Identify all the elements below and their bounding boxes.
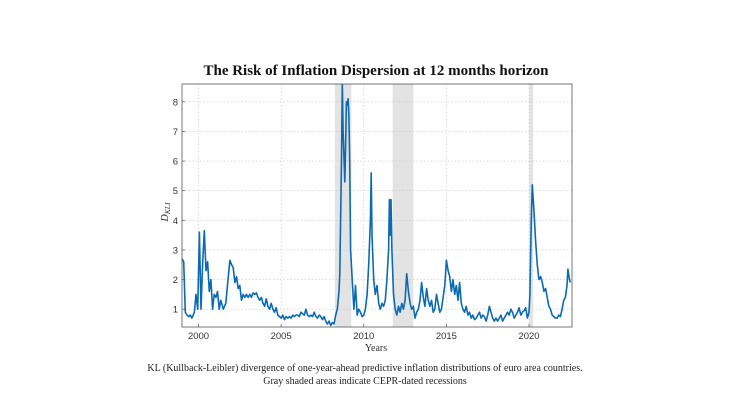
x-tick-label: 2015 (436, 331, 457, 342)
y-tick-label: 5 (173, 186, 178, 197)
x-tick-label: 2020 (518, 331, 539, 342)
series-layer (182, 84, 572, 327)
series-line-1 (182, 84, 572, 327)
recession-band-1 (334, 84, 352, 327)
x-tick-label: 2000 (188, 331, 209, 342)
x-axis-label: Years (365, 343, 387, 354)
y-tick-label: 7 (173, 127, 178, 138)
y-tick-label: 4 (173, 216, 178, 227)
x-axis-ticks: 2000 2005 2010 2015 2020 (188, 324, 540, 342)
y-tick-label: 8 (173, 97, 178, 108)
chart: The Risk of Inflation Dispersion at 12 m… (160, 63, 573, 354)
y-tick-label: 2 (173, 275, 178, 286)
y-tick-label: 6 (173, 157, 178, 168)
caption-line-2: Gray shaded areas indicate CEPR-dated re… (263, 376, 467, 387)
y-tick-label: 3 (173, 245, 178, 256)
x-tick-label: 2005 (271, 331, 292, 342)
y-axis-ticks: 1 2 3 4 5 6 7 8 (173, 97, 185, 316)
y-axis-label: DKLI (160, 202, 172, 222)
chart-title: The Risk of Inflation Dispersion at 12 m… (203, 63, 549, 79)
x-tick-label: 2010 (353, 331, 374, 342)
y-tick-label: 1 (173, 305, 178, 316)
caption-line-1: KL (Kullback-Leibler) divergence of one-… (147, 363, 583, 374)
recession-shading (334, 84, 534, 327)
recession-band-2 (392, 84, 414, 327)
plot-frame (181, 83, 573, 328)
